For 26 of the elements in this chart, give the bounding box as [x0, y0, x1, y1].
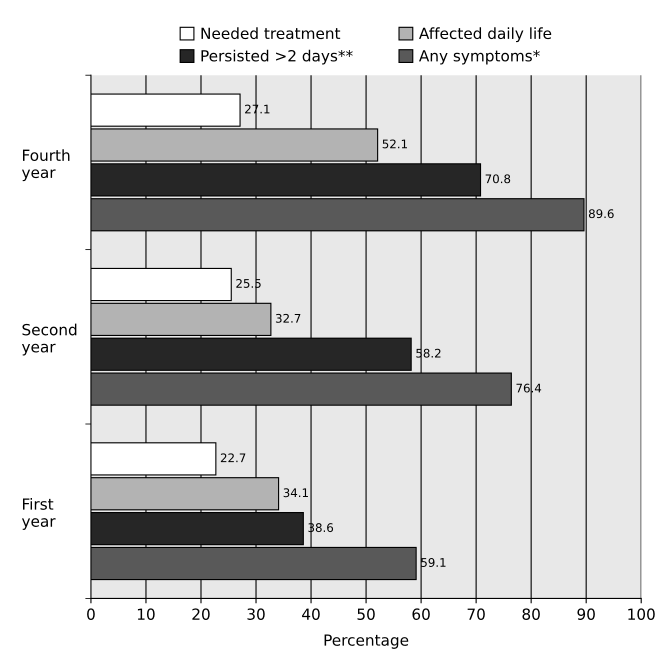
- y-tick-label: Second year: [22, 324, 76, 356]
- data-label: 22.7: [220, 453, 246, 462]
- y-tick-label: First year: [22, 498, 56, 530]
- x-tick-label: 40: [302, 608, 320, 620]
- data-label: 59.1: [421, 558, 446, 567]
- x-axis-title: Percentage: [324, 634, 408, 649]
- x-tick-label: 30: [247, 608, 265, 620]
- x-tick-label: 10: [138, 608, 155, 620]
- y-tick-label: Fourth year: [22, 149, 70, 182]
- data-label: 34.1: [284, 488, 308, 498]
- x-tick-label: 80: [522, 608, 540, 620]
- legend-label: Any symptoms*: [418, 50, 540, 65]
- legend-label: Persisted >2 days**: [202, 50, 353, 65]
- x-tick-label: 50: [358, 608, 375, 620]
- x-tick-label: 70: [468, 608, 485, 620]
- legend-label: Affected daily life: [418, 27, 552, 42]
- x-tick-label: 60: [412, 608, 430, 620]
- x-tick-label: 0: [87, 608, 95, 620]
- x-tick-label: 90: [577, 608, 595, 620]
- x-tick-label: 20: [192, 608, 210, 620]
- data-label: 89.6: [588, 209, 614, 218]
- data-label: 52.1: [382, 139, 407, 148]
- x-tick-label: 100: [628, 608, 655, 620]
- data-label: 32.7: [276, 314, 300, 323]
- legend-label: Needed treatment: [202, 27, 340, 40]
- data-label: 70.8: [486, 174, 510, 184]
